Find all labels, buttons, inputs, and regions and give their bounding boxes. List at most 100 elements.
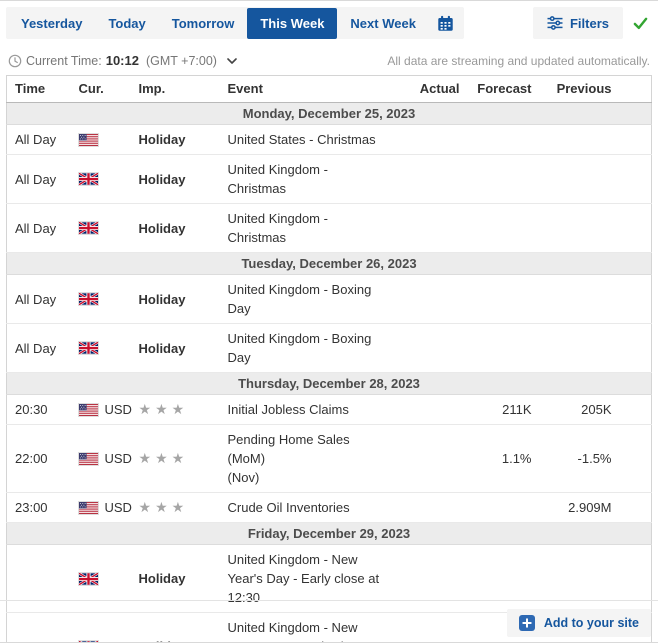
event-time: 20:30 — [6, 394, 67, 425]
spacer-cell — [611, 544, 652, 613]
event-previous — [531, 203, 612, 253]
event-currency — [66, 203, 129, 253]
spacer-cell — [611, 274, 652, 324]
event-time — [6, 612, 67, 642]
event-currency: USD — [66, 394, 132, 425]
tab-yesterday[interactable]: Yesterday — [21, 15, 83, 31]
event-row[interactable]: Holiday United Kingdom - New Year's Day -… — [6, 544, 652, 613]
date-range-tab-strip: Yesterday Today Tomorrow This Week Next Week — [6, 7, 464, 39]
column-header-cur-: Cur. — [66, 75, 129, 103]
add-to-your-site-label: Add to your site — [543, 616, 639, 630]
filters-button[interactable]: Filters — [532, 7, 623, 39]
event-time: All Day — [6, 274, 67, 324]
event-row[interactable]: 23:00 USD ★★★ Crude Oil Inventories 2.909M — [6, 492, 652, 523]
add-to-your-site-button[interactable]: Add to your site — [506, 609, 651, 637]
event-row[interactable]: All Day Holiday United States - Christmas — [6, 124, 652, 155]
calendar-icon[interactable] — [437, 15, 454, 32]
event-forecast: 211K — [459, 394, 532, 425]
event-actual — [389, 203, 460, 253]
us-flag-icon — [78, 501, 98, 514]
spacer-cell — [611, 124, 652, 155]
event-importance: ★★★ — [128, 394, 217, 425]
event-time: All Day — [6, 154, 67, 204]
event-actual — [389, 124, 460, 155]
importance-stars: ★★★ — [138, 401, 189, 417]
event-forecast: 1.1% — [459, 424, 532, 493]
current-time-block: Current Time: 10:12 (GMT +7:00) — [8, 53, 237, 68]
tab-this-week[interactable]: This Week — [247, 7, 338, 39]
economic-calendar-table: Time Cur. Imp. Event Actual Forecast Previous … — [6, 75, 652, 642]
uk-flag-icon — [78, 572, 98, 585]
holiday-label: Holiday — [138, 340, 186, 356]
event-time: All Day — [6, 203, 67, 253]
chevron-down-icon[interactable] — [227, 57, 237, 64]
status-row: Current Time: 10:12 (GMT +7:00) All data … — [0, 39, 658, 68]
event-previous: 2.909M — [531, 492, 612, 523]
clock-icon — [8, 54, 22, 67]
event-row[interactable]: 22:00 USD ★★★ Pending Home Sales (MoM) (Nov)… — [6, 424, 652, 493]
day-header-label: Thursday, December 28, 2023 — [6, 372, 652, 395]
event-row[interactable]: All Day Holiday United Kingdom - Boxing Da… — [6, 274, 652, 324]
footer: Add to your site — [0, 600, 658, 642]
event-name: United Kingdom - Boxing Day — [216, 323, 390, 373]
sliders-icon — [547, 16, 563, 30]
date-range-tabs: Yesterday Today Tomorrow This Week Next Week — [8, 7, 429, 39]
currency-code: USD — [104, 402, 132, 417]
tab-next-week[interactable]: Next Week — [350, 15, 416, 31]
holiday-label: Holiday — [138, 171, 186, 187]
event-name: United Kingdom - Boxing Day — [216, 274, 390, 324]
event-row[interactable]: All Day Holiday United Kingdom - Boxing Da… — [6, 323, 652, 373]
day-header-row: Friday, December 29, 2023 — [6, 522, 652, 545]
current-time-label: Current Time: — [26, 53, 102, 68]
event-name: Crude Oil Inventories — [216, 492, 390, 523]
currency-code: USD — [104, 451, 132, 466]
event-name: United Kingdom - New Year's Day - Early … — [216, 612, 390, 642]
column-header-imp-: Imp. — [128, 75, 217, 103]
spacer-cell — [611, 203, 652, 253]
event-importance: ★★★ — [128, 424, 217, 493]
table-header-row: Time Cur. Imp. Event Actual Forecast Previous — [6, 75, 652, 103]
holiday-label: Holiday — [139, 639, 186, 642]
uk-flag-icon — [78, 342, 98, 354]
timezone-label: (GMT +7:00) — [145, 53, 217, 68]
event-actual — [389, 394, 460, 425]
event-name: United Kingdom - Christmas — [216, 203, 390, 253]
spacer-cell — [611, 394, 652, 425]
importance-stars: ★★★ — [138, 450, 189, 466]
spacer-cell — [611, 323, 652, 373]
us-flag-icon — [78, 133, 98, 146]
event-importance: Holiday — [128, 612, 217, 642]
currency-code: USD — [104, 500, 132, 515]
tab-tomorrow[interactable]: Tomorrow — [171, 15, 235, 31]
event-name: United Kingdom - Christmas — [216, 154, 390, 204]
event-forecast — [459, 124, 532, 155]
event-importance: ★★★ — [128, 492, 217, 523]
day-header-label: Monday, December 25, 2023 — [6, 102, 652, 125]
event-name: United Kingdom - New Year's Day - Early … — [216, 544, 390, 613]
day-header-label: Friday, December 29, 2023 — [6, 522, 652, 545]
event-row[interactable]: All Day Holiday United Kingdom - Christmas — [6, 203, 652, 253]
check-icon — [633, 17, 648, 29]
event-currency — [66, 323, 129, 373]
event-previous — [531, 544, 612, 613]
event-actual — [389, 323, 460, 373]
event-row[interactable]: 20:30 USD ★★★ Initial Jobless Claims 211K 205… — [6, 394, 652, 425]
event-forecast — [459, 203, 532, 253]
column-header-time: Time — [6, 75, 67, 103]
holiday-label: Holiday — [138, 291, 186, 307]
event-importance: Holiday — [128, 203, 217, 253]
uk-flag-icon — [78, 640, 98, 642]
event-importance: Holiday — [128, 544, 217, 613]
event-row[interactable]: All Day Holiday United Kingdom - Christmas — [6, 154, 652, 204]
event-actual — [389, 154, 460, 204]
check-icon[interactable] — [633, 17, 648, 30]
event-time: All Day — [6, 124, 67, 155]
event-name: Initial Jobless Claims — [216, 394, 390, 425]
calendar-icon — [438, 15, 453, 31]
day-header-row: Monday, December 25, 2023 — [6, 102, 652, 125]
current-time-value: 10:12 — [105, 53, 139, 68]
event-actual — [389, 612, 460, 642]
event-time: 22:00 — [6, 424, 67, 493]
tab-today[interactable]: Today — [108, 15, 146, 31]
chevron-down-icon — [227, 57, 237, 64]
